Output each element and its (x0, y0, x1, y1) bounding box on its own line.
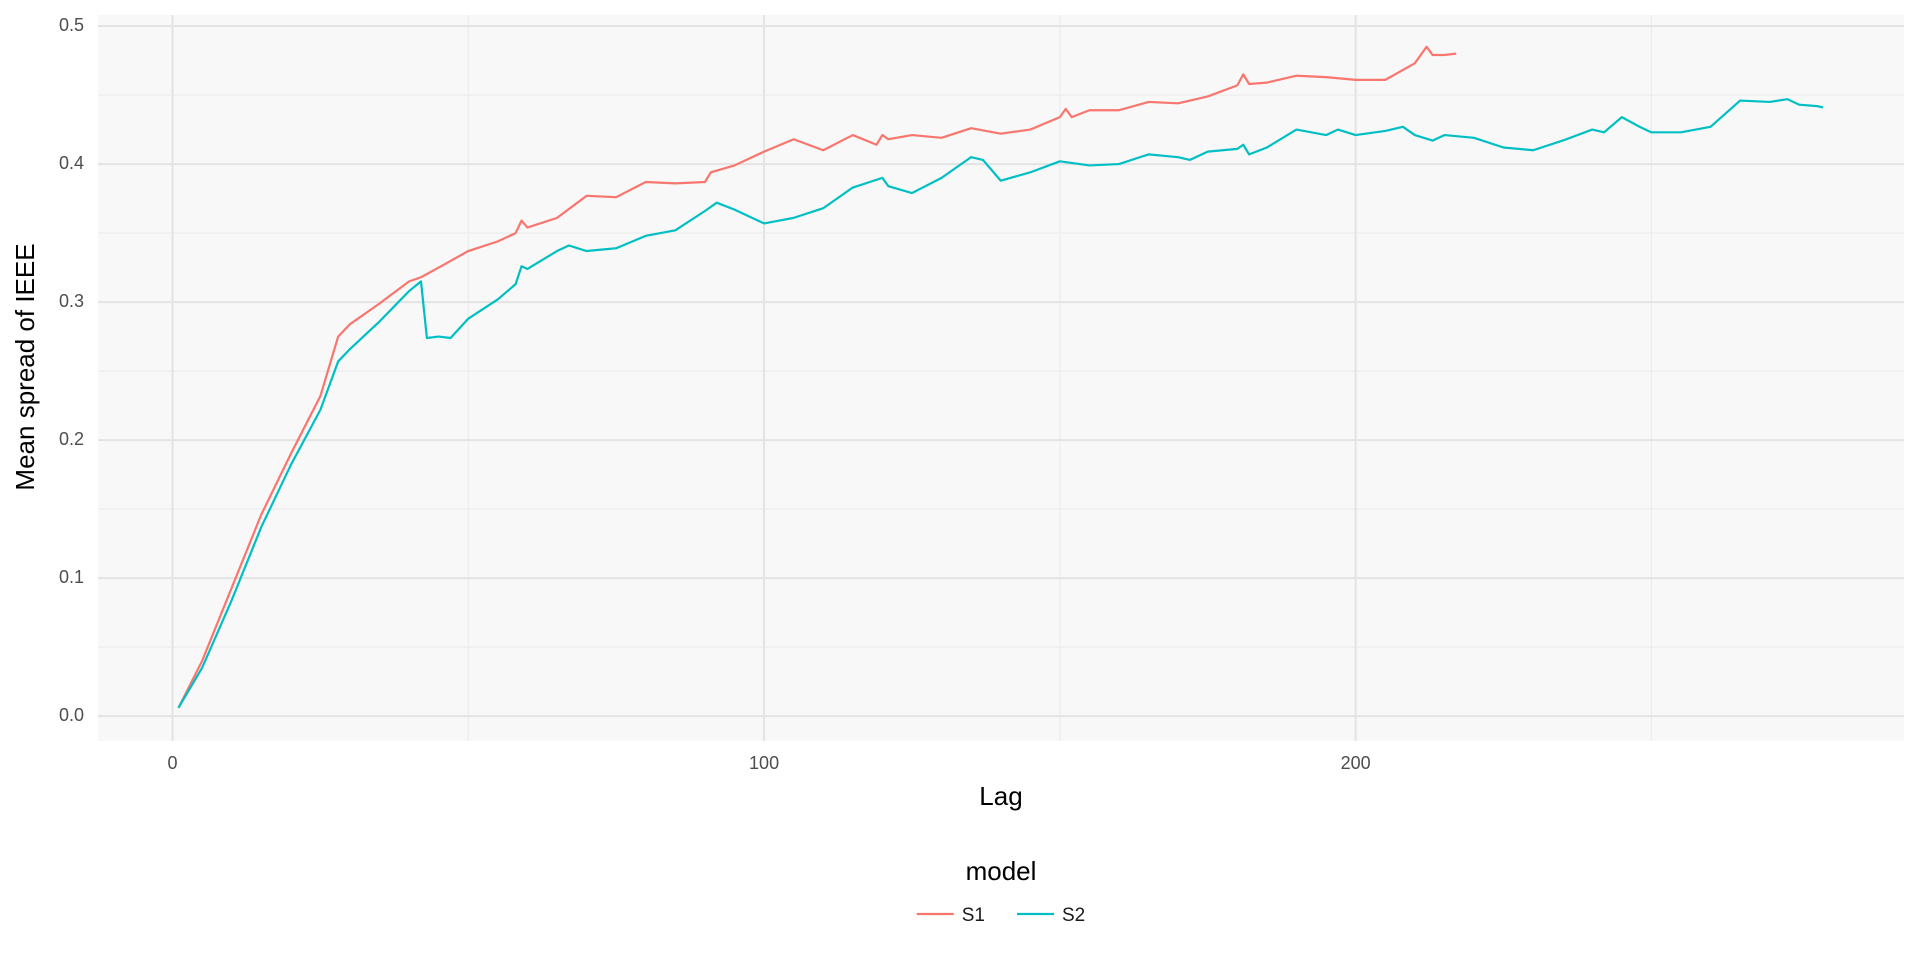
legend-label: S2 (1062, 905, 1085, 926)
series-line (177, 98, 1824, 709)
x-tick-label: 200 (1341, 753, 1371, 773)
y-tick-label: 0.5 (59, 15, 84, 35)
y-tick-label: 0.0 (59, 705, 84, 725)
y-axis-title: Mean spread of IEEE (10, 243, 40, 490)
y-tick-label: 0.4 (59, 153, 84, 173)
y-tick-label: 0.1 (59, 567, 84, 587)
legend-label: S1 (962, 905, 985, 926)
legend-title: model (966, 856, 1037, 886)
y-tick-label: 0.3 (59, 291, 84, 311)
series-line (177, 45, 1457, 709)
legend: S1 S2 (916, 905, 1085, 926)
grid (98, 15, 1904, 741)
y-tick-label: 0.2 (59, 429, 84, 449)
x-axis-title: Lag (979, 781, 1022, 811)
x-tick-label: 0 (168, 753, 178, 773)
lines (177, 45, 1824, 709)
panel-background (98, 15, 1904, 741)
x-tick-label: 100 (749, 753, 779, 773)
